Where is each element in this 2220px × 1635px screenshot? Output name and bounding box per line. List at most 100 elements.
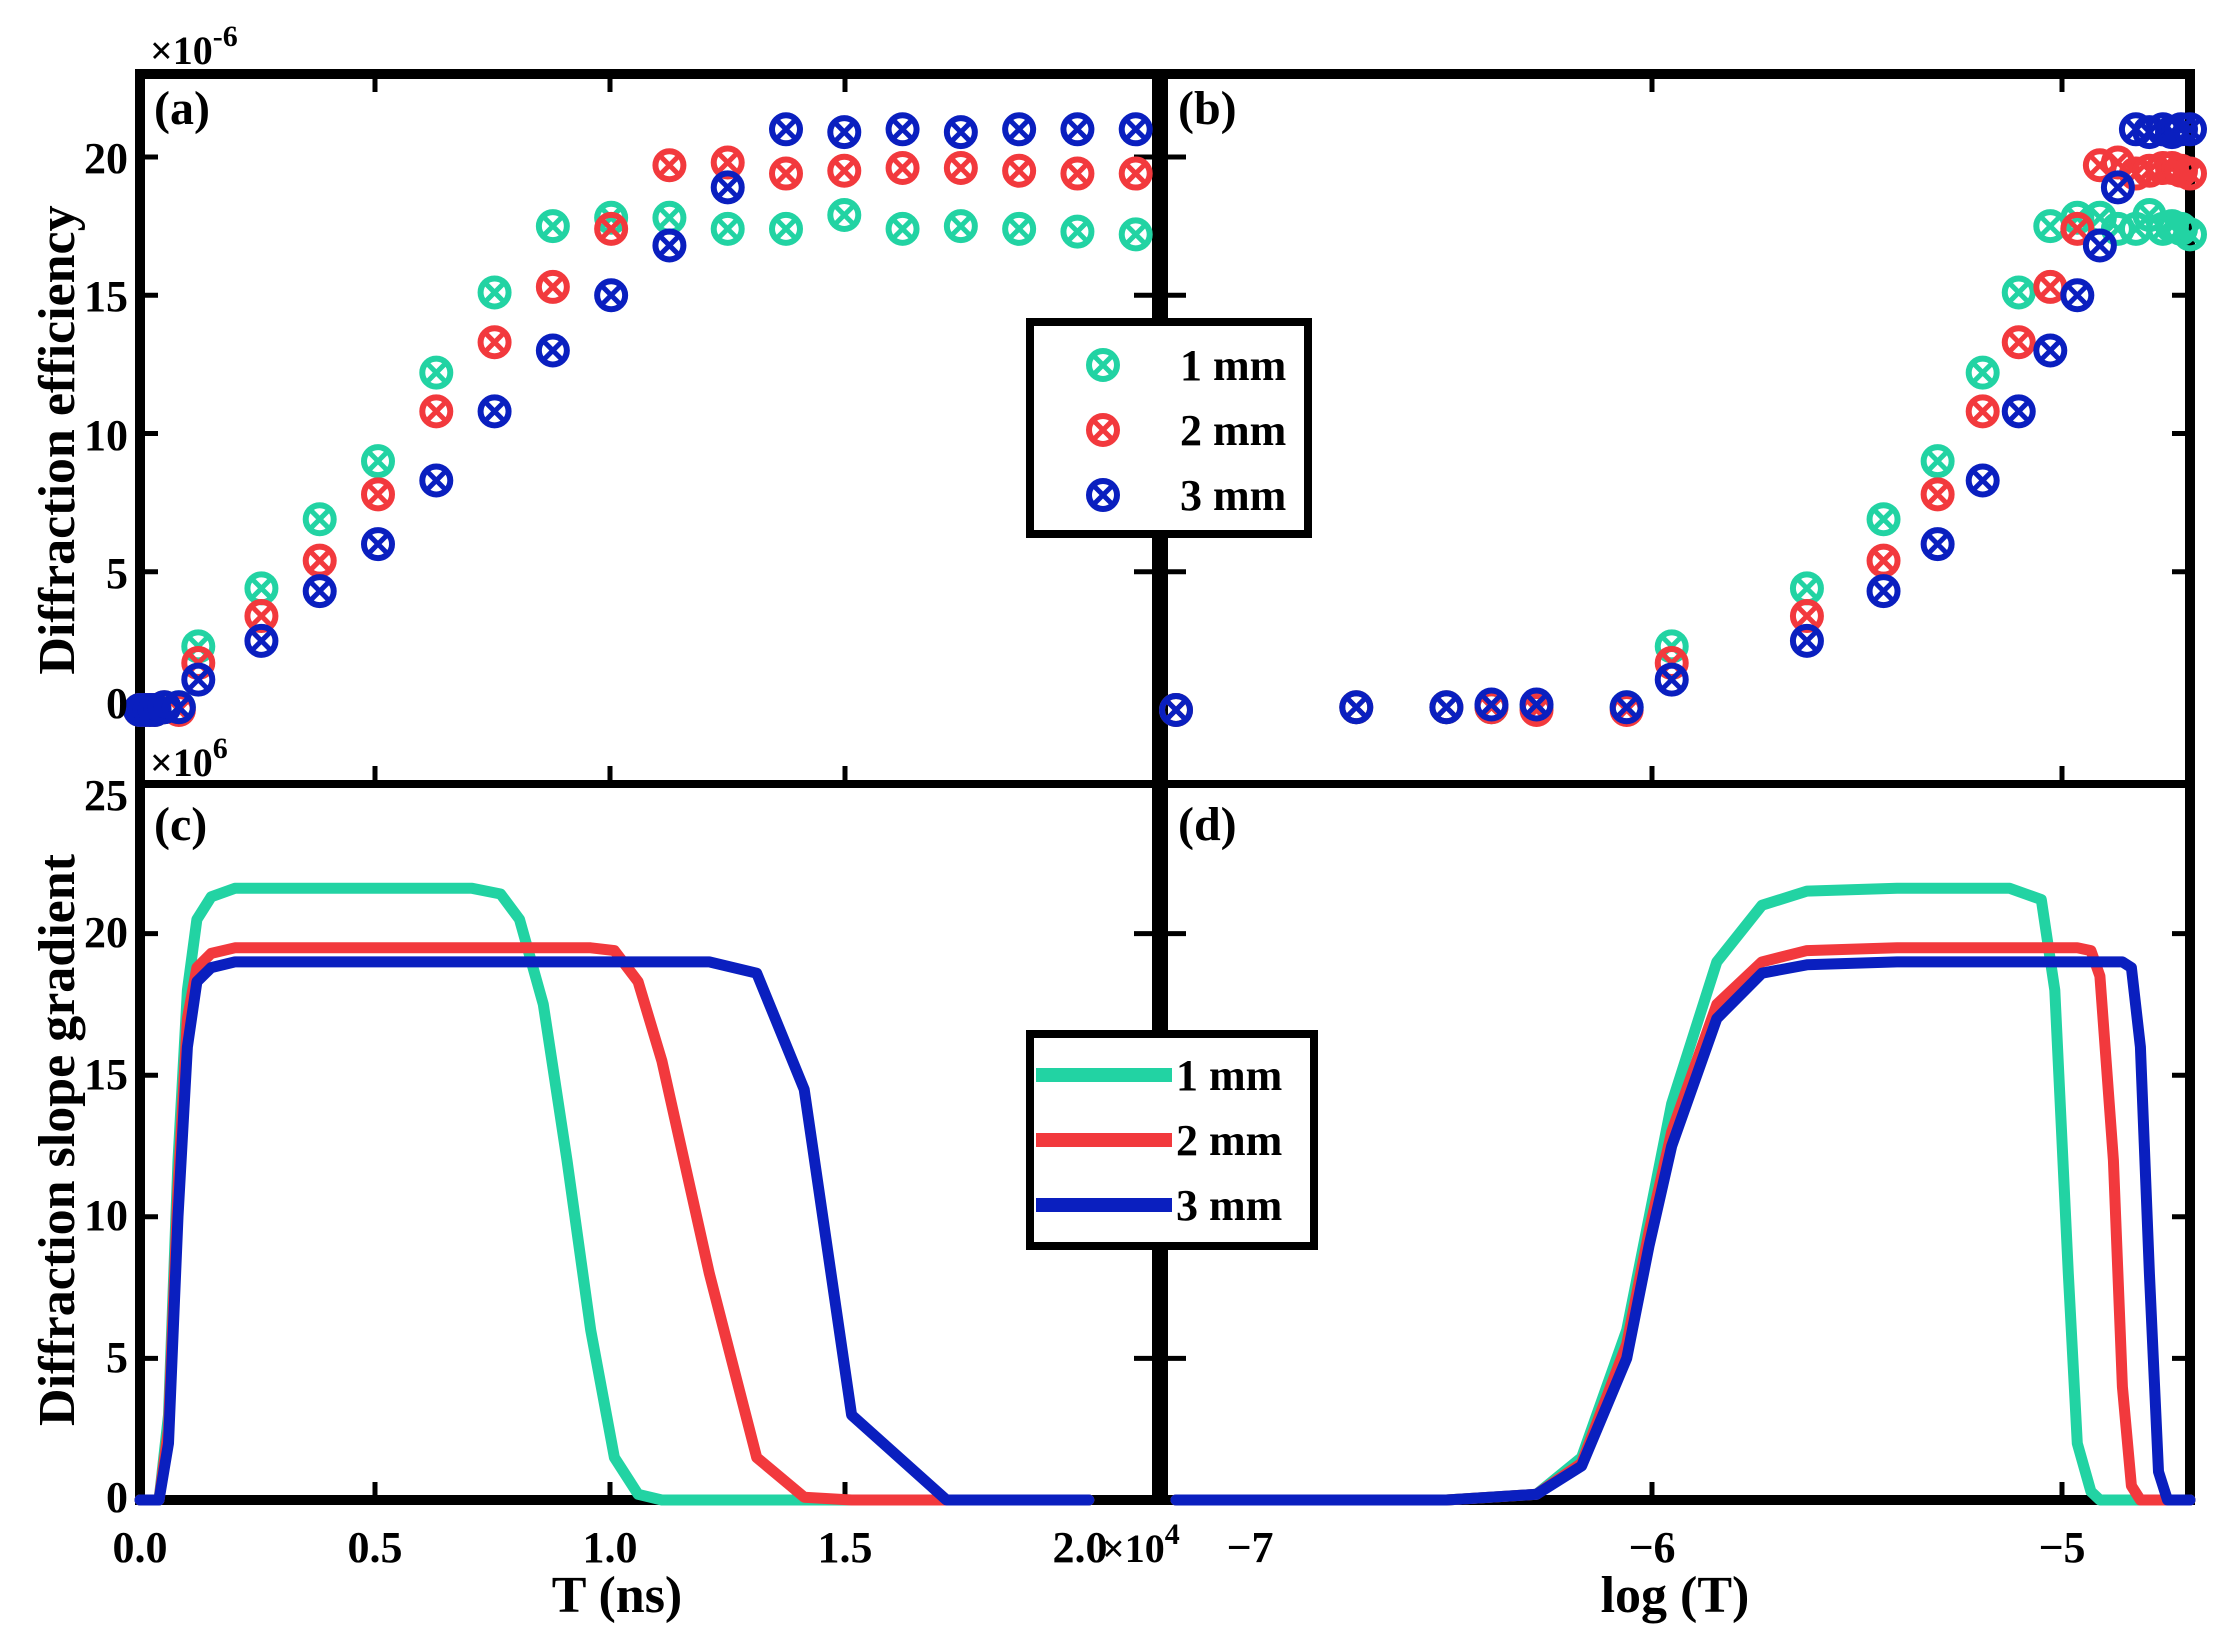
x-axis-title-left: T (ns) xyxy=(552,1567,683,1624)
point-b-s2-12 xyxy=(2033,269,2068,304)
point-b-s3-7 xyxy=(1789,623,1824,658)
point-b-s3-13 xyxy=(2060,278,2095,313)
point-a-s3-11 xyxy=(477,394,512,429)
point-b-s3-10 xyxy=(1965,463,2000,498)
point-b-s2-9 xyxy=(1920,477,1955,512)
point-b-s3-3 xyxy=(1474,687,1509,722)
point-a-s3-7 xyxy=(244,623,279,658)
point-b-s1-11 xyxy=(2001,275,2036,310)
series-line-c-2 xyxy=(134,942,1095,1506)
legend-bottom-label-2: 2 mm xyxy=(1176,1116,1282,1165)
ytick-bottom-3: 15 xyxy=(84,1050,128,1099)
series-line-c-3 xyxy=(134,956,1095,1506)
ytick-top-1: 5 xyxy=(106,549,128,598)
multiplier-x: ×104 xyxy=(1102,1518,1180,1571)
point-b-s3-1 xyxy=(1339,690,1374,725)
point-b-s1-8 xyxy=(1866,502,1901,537)
point-b-s3-0 xyxy=(1159,693,1193,727)
ytick-top-2: 10 xyxy=(84,411,128,460)
point-b-s3-21 xyxy=(2173,112,2207,147)
point-a-s2-22 xyxy=(1118,156,1153,191)
y-axis-title-top: Diffraction efficiency xyxy=(29,205,86,674)
ytick-bottom-4: 20 xyxy=(84,908,128,957)
point-b-s3-12 xyxy=(2033,333,2068,368)
point-a-s2-13 xyxy=(594,211,629,246)
legend-top-box xyxy=(1026,318,1312,538)
xtick-left-4: 2.0 xyxy=(1053,1523,1108,1572)
series-line-d-3 xyxy=(1170,956,2196,1506)
point-a-s1-15 xyxy=(710,211,745,246)
multiplier-bottom: ×106 xyxy=(150,732,228,785)
point-a-s2-12 xyxy=(535,269,570,304)
point-a-s2-9 xyxy=(361,477,395,512)
point-a-s1-16 xyxy=(769,211,803,246)
point-a-s2-18 xyxy=(885,151,920,186)
point-b-s1-12 xyxy=(2033,209,2068,244)
ytick-bottom-1: 5 xyxy=(106,1333,128,1382)
y-axis-title-bottom: Diffraction slope gradient xyxy=(29,853,86,1426)
point-b-s2-10 xyxy=(1965,394,2000,429)
point-b-s3-6 xyxy=(1654,662,1689,697)
point-a-s2-17 xyxy=(827,153,862,188)
point-a-s2-14 xyxy=(652,148,687,183)
point-b-s3-5 xyxy=(1609,690,1644,725)
point-a-s2-15 xyxy=(710,145,745,180)
point-a-s2-19 xyxy=(943,151,978,186)
point-a-s3-6 xyxy=(181,662,216,697)
point-a-s1-9 xyxy=(361,444,395,479)
point-b-s2-8 xyxy=(1866,543,1901,578)
panel-tag-c: (c) xyxy=(154,798,207,851)
point-b-s2-11 xyxy=(2001,325,2036,360)
legend-top-label-3: 3 mm xyxy=(1180,471,1286,520)
point-a-s3-9 xyxy=(361,527,395,562)
xtick-right-2: −5 xyxy=(2038,1523,2085,1572)
ytick-top-0: 0 xyxy=(106,679,128,728)
point-a-s1-20 xyxy=(1002,211,1037,246)
point-b-s2-13 xyxy=(2060,211,2095,246)
point-b-s1-9 xyxy=(1920,444,1955,479)
point-a-s1-8 xyxy=(302,502,337,537)
point-a-s1-12 xyxy=(535,209,570,244)
point-b-s3-11 xyxy=(2001,394,2036,429)
point-b-s3-9 xyxy=(1920,527,1955,562)
point-a-s3-22 xyxy=(1118,112,1153,147)
x-axis-title-right: log (T) xyxy=(1601,1567,1750,1624)
point-a-s1-10 xyxy=(419,355,454,390)
point-a-s3-8 xyxy=(302,574,337,609)
xtick-left-2: 1.0 xyxy=(583,1523,638,1572)
point-a-s3-15 xyxy=(710,170,745,205)
point-a-s3-19 xyxy=(943,115,978,150)
multiplier-top: ×10-6 xyxy=(150,20,238,73)
panel-tag-d: (d) xyxy=(1178,798,1237,851)
point-a-s1-22 xyxy=(1118,217,1153,252)
point-a-s3-14 xyxy=(652,228,687,263)
point-a-s2-20 xyxy=(1002,153,1037,188)
point-a-s3-12 xyxy=(535,333,570,368)
point-a-s1-11 xyxy=(477,275,512,310)
legend-top-marker-2 xyxy=(1086,413,1120,447)
point-a-s2-10 xyxy=(419,394,454,429)
point-a-s1-19 xyxy=(943,209,978,244)
x-ticks-right: −7 −6 −5 xyxy=(1226,1523,2085,1572)
series-line-d-2 xyxy=(1170,942,2196,1506)
point-b-s2-21 xyxy=(2173,156,2207,191)
ytick-bottom-0: 0 xyxy=(106,1473,128,1522)
xtick-left-3: 1.5 xyxy=(818,1523,873,1572)
legend-top-markers xyxy=(1086,348,1120,512)
point-b-s3-2 xyxy=(1429,690,1464,725)
point-a-s3-13 xyxy=(594,278,629,313)
point-b-s1-21 xyxy=(2173,217,2207,252)
point-a-s3-16 xyxy=(769,112,803,147)
legend-top: 1 mm 2 mm 3 mm xyxy=(1026,318,1312,538)
point-a-s2-21 xyxy=(1060,156,1095,191)
point-b-s3-4 xyxy=(1519,687,1554,722)
panel-tag-a: (a) xyxy=(154,82,210,135)
ytick-bottom-2: 10 xyxy=(84,1191,128,1240)
point-a-s3-17 xyxy=(827,115,862,150)
point-b-s3-15 xyxy=(2100,170,2135,205)
series-line-d-1 xyxy=(1170,882,2196,1506)
xtick-left-1: 0.5 xyxy=(348,1523,403,1572)
panel-tag-b: (b) xyxy=(1178,82,1237,135)
y-ticks-top: 0 5 10 15 20 25 xyxy=(84,134,128,820)
